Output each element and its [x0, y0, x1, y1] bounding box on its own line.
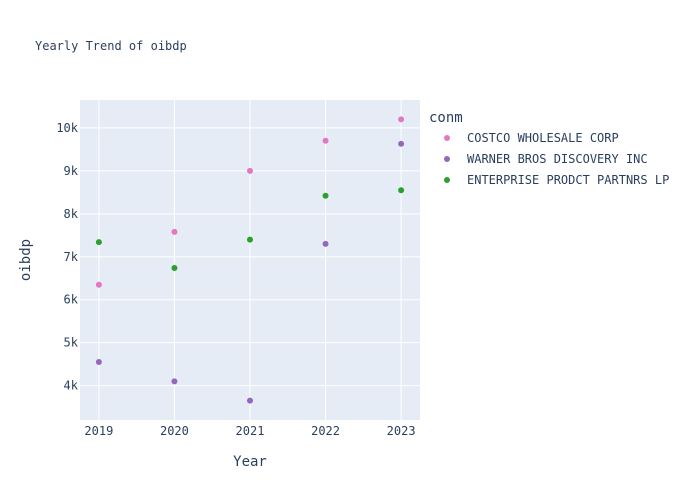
y-tick-label: 6k: [64, 293, 79, 307]
data-point: [171, 228, 178, 235]
legend-marker: [444, 177, 450, 183]
data-point: [398, 116, 405, 123]
legend-marker: [444, 156, 450, 162]
data-point: [95, 359, 102, 366]
gridlines: [80, 100, 420, 420]
data-point: [322, 240, 329, 247]
legend-entry: COSTCO WHOLESALE CORP: [467, 131, 619, 145]
data-point: [171, 264, 178, 271]
legend-marker: [444, 135, 450, 141]
data-point: [398, 140, 405, 147]
y-tick-label: 9k: [64, 164, 79, 178]
data-point: [247, 397, 253, 404]
y-axis-title: oibdp: [18, 239, 34, 281]
x-tick-label: 2020: [160, 424, 189, 438]
y-tick-label: 8k: [64, 207, 79, 221]
data-point: [398, 187, 405, 194]
y-tick-label: 10k: [56, 121, 78, 135]
x-tick-label: 2022: [311, 424, 340, 438]
data-point: [171, 378, 178, 385]
x-tick-label: 2019: [84, 424, 113, 438]
x-tick-labels: 2019 2020 2021 2022 2023: [84, 424, 415, 438]
y-tick-label: 4k: [64, 379, 79, 393]
data-point: [247, 167, 253, 174]
y-tick-label: 7k: [64, 250, 79, 264]
legend-entry: WARNER BROS DISCOVERY INC: [467, 152, 648, 166]
data-points: [95, 116, 405, 404]
data-point: [95, 281, 102, 288]
x-tick-label: 2021: [236, 424, 265, 438]
data-point: [247, 236, 253, 243]
legend: conm COSTCO WHOLESALE CORP WARNER BROS DI…: [429, 110, 669, 187]
chart-title: Yearly Trend of oibdp: [35, 39, 187, 53]
legend-title: conm: [429, 110, 463, 126]
legend-entry: ENTERPRISE PRODCT PARTNRS LP: [467, 173, 669, 187]
x-tick-label: 2023: [387, 424, 416, 438]
data-point: [322, 192, 329, 199]
data-point: [322, 137, 329, 144]
y-tick-label: 5k: [64, 336, 79, 350]
data-point: [95, 239, 102, 246]
y-tick-labels: 4k 5k 6k 7k 8k 9k 10k: [56, 121, 78, 393]
x-axis-title: Year: [233, 454, 267, 470]
